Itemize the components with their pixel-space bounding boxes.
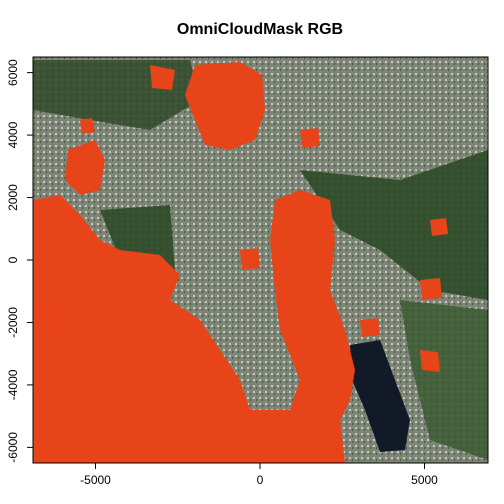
y-tick-label: 2000: [6, 184, 20, 211]
y-tick-label: -4000: [6, 369, 20, 400]
x-tick-label: 0: [257, 473, 264, 487]
chart-title: OmniCloudMask RGB: [177, 21, 343, 38]
y-tick-label: 0: [6, 256, 20, 263]
x-tick-label: -5000: [80, 473, 111, 487]
y-tick-label: -2000: [6, 307, 20, 338]
y-tick-label: 6000: [6, 59, 20, 86]
x-tick-label: 5000: [411, 473, 438, 487]
y-tick-label: 4000: [6, 121, 20, 148]
cloud-mask: [33, 62, 448, 463]
raster-image: [33, 57, 488, 463]
y-tick-label: -6000: [6, 432, 20, 463]
